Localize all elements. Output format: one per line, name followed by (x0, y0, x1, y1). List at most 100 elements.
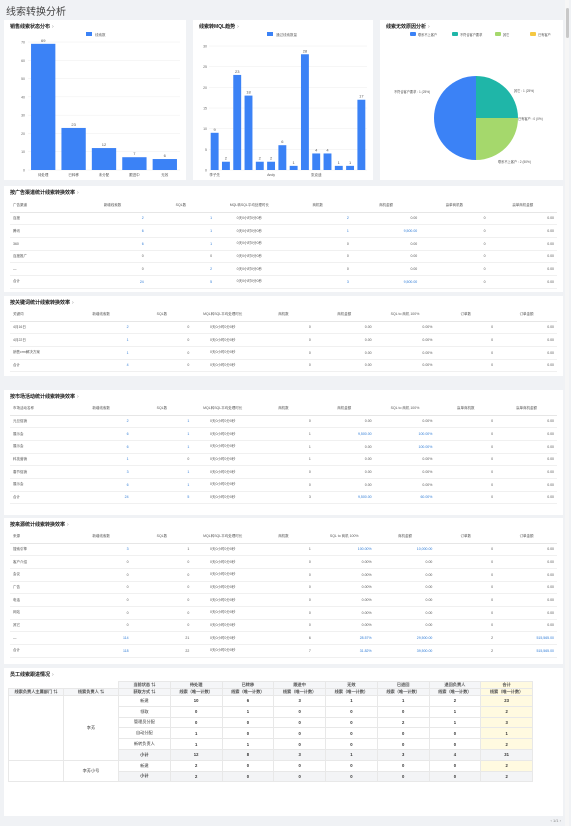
value-cell[interactable]: 1 (480, 727, 533, 740)
column-header[interactable]: SQL数 (146, 200, 216, 213)
person-cell[interactable]: 李芳小号 (63, 759, 119, 783)
table-cell[interactable]: 1 (70, 346, 132, 360)
measure-header[interactable]: 线索（唯一计数） (325, 688, 378, 696)
value-cell[interactable]: 2 (480, 759, 533, 772)
table-cell[interactable]: 6 (70, 478, 132, 492)
value-cell[interactable]: 0 (428, 770, 482, 783)
column-header[interactable]: 赢单商机数 (420, 200, 489, 213)
value-cell[interactable]: 0 (221, 759, 275, 772)
value-cell[interactable]: 2 (169, 770, 223, 783)
column-header[interactable]: 已退回 (376, 681, 430, 689)
table-cell[interactable]: 0.00 (351, 237, 421, 251)
value-cell[interactable]: 0 (273, 716, 326, 729)
table-cell[interactable]: 1 (283, 224, 352, 238)
table-cell[interactable]: 0 (70, 593, 132, 607)
column-header[interactable]: MQL转SQL平均处理时长 (192, 403, 254, 416)
table-cell[interactable]: 0.00 (374, 593, 436, 607)
section-title[interactable]: 按广告渠道统计线索转换效率 › (10, 190, 79, 196)
table-cell[interactable]: 0 (78, 250, 147, 264)
value-cell[interactable]: 0 (376, 727, 430, 740)
section-title[interactable]: 员工线索跟进情况 › (10, 672, 54, 678)
column-header[interactable]: 赢单商机金额 (488, 200, 557, 213)
column-header[interactable]: 已转移 (221, 681, 275, 689)
value-cell[interactable]: 0 (376, 705, 430, 718)
value-cell[interactable]: 1 (325, 695, 378, 707)
table-cell[interactable]: 4 (70, 359, 132, 373)
table-cell[interactable]: 0.00 (496, 593, 557, 607)
table-cell[interactable]: 1 (131, 415, 193, 429)
table-cell[interactable]: 0.00 (374, 581, 436, 595)
value-cell[interactable]: 0 (325, 770, 378, 783)
value-cell[interactable]: 8 (221, 748, 275, 761)
table-cell[interactable]: 515,565.00 (496, 631, 557, 645)
column-header[interactable]: SQL数 (131, 309, 193, 322)
column-header[interactable]: 关键词 (10, 309, 71, 322)
value-cell[interactable]: 0 (169, 705, 223, 718)
table-cell[interactable]: 0.00% (313, 606, 375, 620)
table-cell[interactable]: 0 (283, 250, 352, 264)
value-cell[interactable]: 1 (428, 705, 482, 718)
value-cell[interactable]: 0 (273, 770, 326, 783)
column-header[interactable]: 商机金额 (351, 200, 421, 213)
table-cell[interactable]: 2 (70, 321, 132, 335)
column-header[interactable]: 新增线索数 (70, 531, 132, 544)
column-header[interactable]: MQL转SQL平均处理时长 (215, 200, 284, 213)
table-cell[interactable]: 0.00 (351, 250, 421, 264)
value-cell[interactable]: 0 (273, 759, 326, 772)
value-cell[interactable]: 0 (273, 705, 326, 718)
value-cell[interactable]: 1 (169, 738, 223, 750)
table-cell[interactable]: 1 (70, 333, 132, 347)
table-cell[interactable]: 0.00 (313, 478, 375, 492)
column-header[interactable]: 退回负责人 (428, 681, 482, 689)
column-header[interactable]: 广告渠道 (10, 200, 79, 213)
table-cell[interactable]: 9,500.00 (313, 491, 375, 505)
value-cell[interactable]: 2 (480, 705, 533, 718)
table-cell[interactable]: 9,500.00 (351, 275, 421, 289)
column-header[interactable]: 来源 (10, 531, 71, 544)
value-cell[interactable]: 0 (325, 727, 378, 740)
value-cell[interactable]: 1 (325, 748, 378, 761)
table-cell[interactable]: 100.00% (313, 543, 375, 557)
dimension-header[interactable]: 线索负责人主属部门 ⇅ (8, 688, 64, 696)
table-cell[interactable]: 0 (70, 619, 132, 633)
table-cell[interactable]: 28.57% (313, 631, 375, 645)
table-cell[interactable]: 6 (70, 427, 132, 441)
table-cell[interactable]: 3 (70, 465, 132, 479)
table-cell[interactable]: 2 (78, 212, 147, 226)
table-cell[interactable]: 6 (78, 237, 147, 251)
value-cell[interactable]: 0 (325, 738, 378, 750)
table-cell[interactable]: 10,000.00 (374, 543, 436, 557)
table-cell[interactable]: 2 (146, 262, 216, 276)
table-cell[interactable]: 31.82% (313, 644, 375, 658)
column-header[interactable]: 商机数 (253, 531, 314, 544)
table-cell[interactable]: 0 (70, 606, 132, 620)
value-cell[interactable]: 2 (169, 759, 223, 772)
table-cell[interactable]: 515,565.00 (496, 644, 557, 658)
column-header[interactable]: SQL to 商机 100% (374, 309, 436, 322)
table-cell[interactable]: 2 (283, 212, 352, 226)
table-cell[interactable]: 0 (70, 568, 132, 582)
table-cell[interactable]: 0.00% (374, 453, 436, 467)
prev-page-icon[interactable]: ‹ (550, 818, 552, 823)
table-cell[interactable]: 114 (70, 631, 132, 645)
table-cell[interactable]: 0.00% (374, 415, 436, 429)
table-cell[interactable]: 0.00 (496, 606, 557, 620)
table-cell[interactable]: 0.00 (313, 415, 375, 429)
column-header[interactable]: MQL转SQL平均处理时长 (192, 531, 254, 544)
table-cell[interactable]: 0.00 (374, 606, 436, 620)
table-cell[interactable]: 0.00% (374, 465, 436, 479)
table-cell[interactable]: 6 (70, 440, 132, 454)
measure-header[interactable]: 线索（唯一计数） (480, 688, 533, 696)
table-cell[interactable]: 39,500.00 (374, 644, 436, 658)
value-cell[interactable]: 23 (480, 695, 533, 707)
table-cell[interactable]: 24 (70, 491, 132, 505)
column-header[interactable]: 待处理 (169, 681, 223, 689)
table-cell[interactable]: 0.00 (374, 619, 436, 633)
value-cell[interactable]: 0 (325, 716, 378, 729)
value-cell[interactable]: 0 (376, 770, 430, 783)
table-cell[interactable]: 0 (70, 555, 132, 569)
table-cell[interactable]: 0.00% (313, 568, 375, 582)
value-cell[interactable]: 10 (169, 695, 223, 707)
value-cell[interactable]: 0 (325, 705, 378, 718)
table-cell[interactable]: 0.00% (313, 581, 375, 595)
